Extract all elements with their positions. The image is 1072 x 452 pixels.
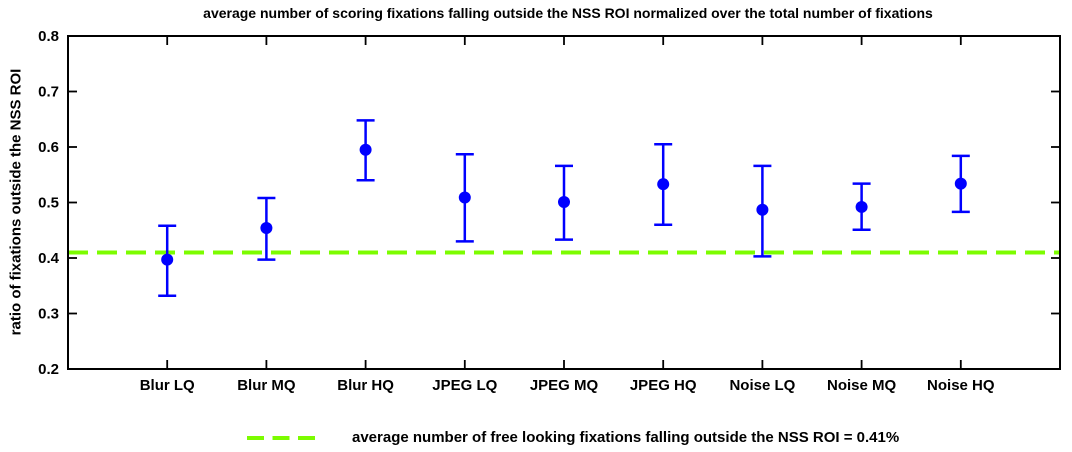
x-tick-label: Blur MQ	[237, 377, 296, 394]
x-tick-label: Noise MQ	[827, 377, 897, 394]
data-point	[855, 200, 868, 213]
x-tick-label: Blur LQ	[140, 377, 195, 394]
x-tick-label: Noise LQ	[729, 377, 795, 394]
chart-title: average number of scoring fixations fall…	[203, 5, 933, 21]
y-tick-label: 0.4	[38, 250, 60, 267]
data-point	[260, 222, 273, 235]
data-point	[657, 178, 670, 191]
data-point	[458, 191, 471, 204]
y-tick-label: 0.2	[38, 361, 59, 378]
y-tick-label: 0.3	[38, 306, 59, 323]
y-tick-label: 0.5	[38, 195, 59, 212]
legend-label: average number of free looking fixations…	[352, 429, 900, 446]
x-tick-label: Noise HQ	[927, 377, 995, 394]
plot-area: 0.2 0.3 0.4 0.5 0.6 0.7 0.8 Blur LQ Blur MQ Blur …	[38, 28, 1061, 394]
x-tick-label: Blur HQ	[337, 377, 394, 394]
data-point	[756, 203, 769, 216]
y-tick-label: 0.8	[38, 28, 59, 45]
x-tick-label: JPEG HQ	[630, 377, 697, 394]
legend: average number of free looking fixations…	[247, 429, 899, 446]
legend-dashed-line-icon	[247, 435, 315, 440]
y-tick-label: 0.6	[38, 139, 59, 156]
x-tick-label: JPEG LQ	[432, 377, 497, 394]
data-point	[558, 195, 570, 208]
data-point	[954, 177, 967, 190]
data-point	[359, 143, 372, 156]
y-tick-label: 0.7	[38, 84, 59, 101]
x-tick-label: JPEG MQ	[530, 377, 599, 394]
data-point	[161, 253, 174, 266]
